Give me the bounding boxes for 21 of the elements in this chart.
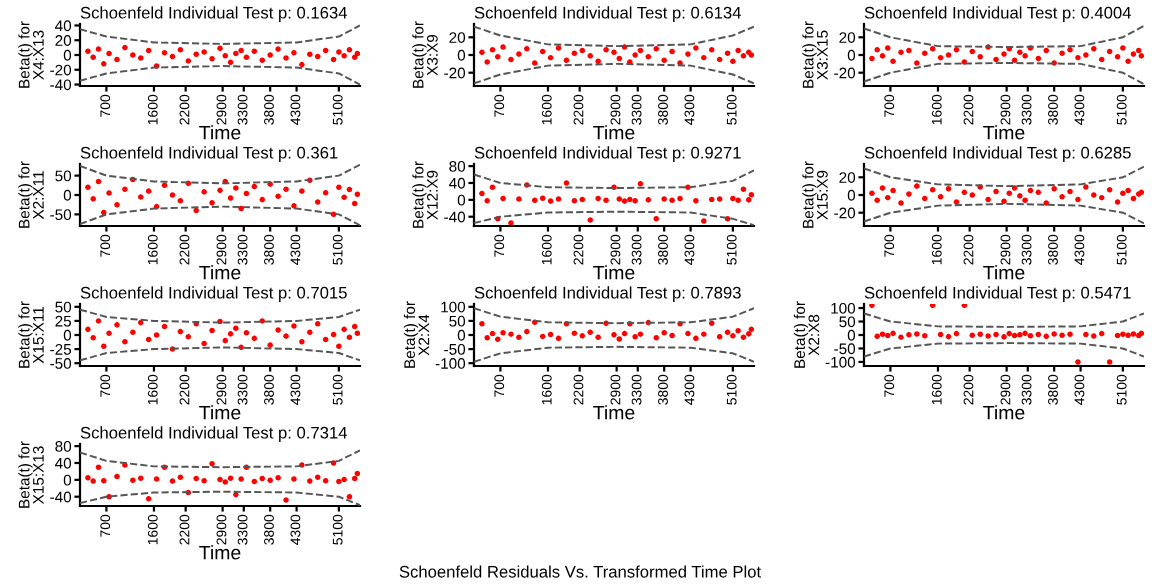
x-axis-title: Time — [983, 265, 1025, 280]
x-axis-title: Time — [593, 125, 635, 140]
chart-title: Schoenfeld Individual Test p: 0.9271 — [474, 146, 741, 162]
x-axis-title: Time — [199, 545, 241, 560]
chart-title: Schoenfeld Individual Test p: 0.6285 — [864, 146, 1131, 162]
x-axis-title: Time — [983, 405, 1025, 420]
chart-title: Schoenfeld Individual Test p: 0.6134 — [474, 6, 741, 22]
text: Schoenfeld Residuals Vs. Transformed Time Plot — [399, 565, 761, 578]
chart-title: Schoenfeld Individual Test p: 0.5471 — [864, 286, 1131, 302]
x-axis-title: Time — [199, 125, 241, 140]
chart-title: Schoenfeld Individual Test p: 0.361 — [80, 146, 338, 162]
x-axis-title: Time — [593, 405, 635, 420]
x-axis-title: Time — [983, 125, 1025, 140]
x-axis-title: Time — [199, 265, 241, 280]
x-axis-title: Time — [593, 265, 635, 280]
chart-title: Schoenfeld Individual Test p: 0.7015 — [80, 286, 347, 302]
chart-title: Schoenfeld Individual Test p: 0.4004 — [864, 6, 1131, 22]
chart-title: Schoenfeld Individual Test p: 0.7314 — [80, 426, 347, 442]
chart-title: Schoenfeld Individual Test p: 0.1634 — [80, 6, 347, 22]
chart-title: Schoenfeld Individual Test p: 0.7893 — [474, 286, 741, 302]
x-axis-title: Time — [199, 405, 241, 420]
